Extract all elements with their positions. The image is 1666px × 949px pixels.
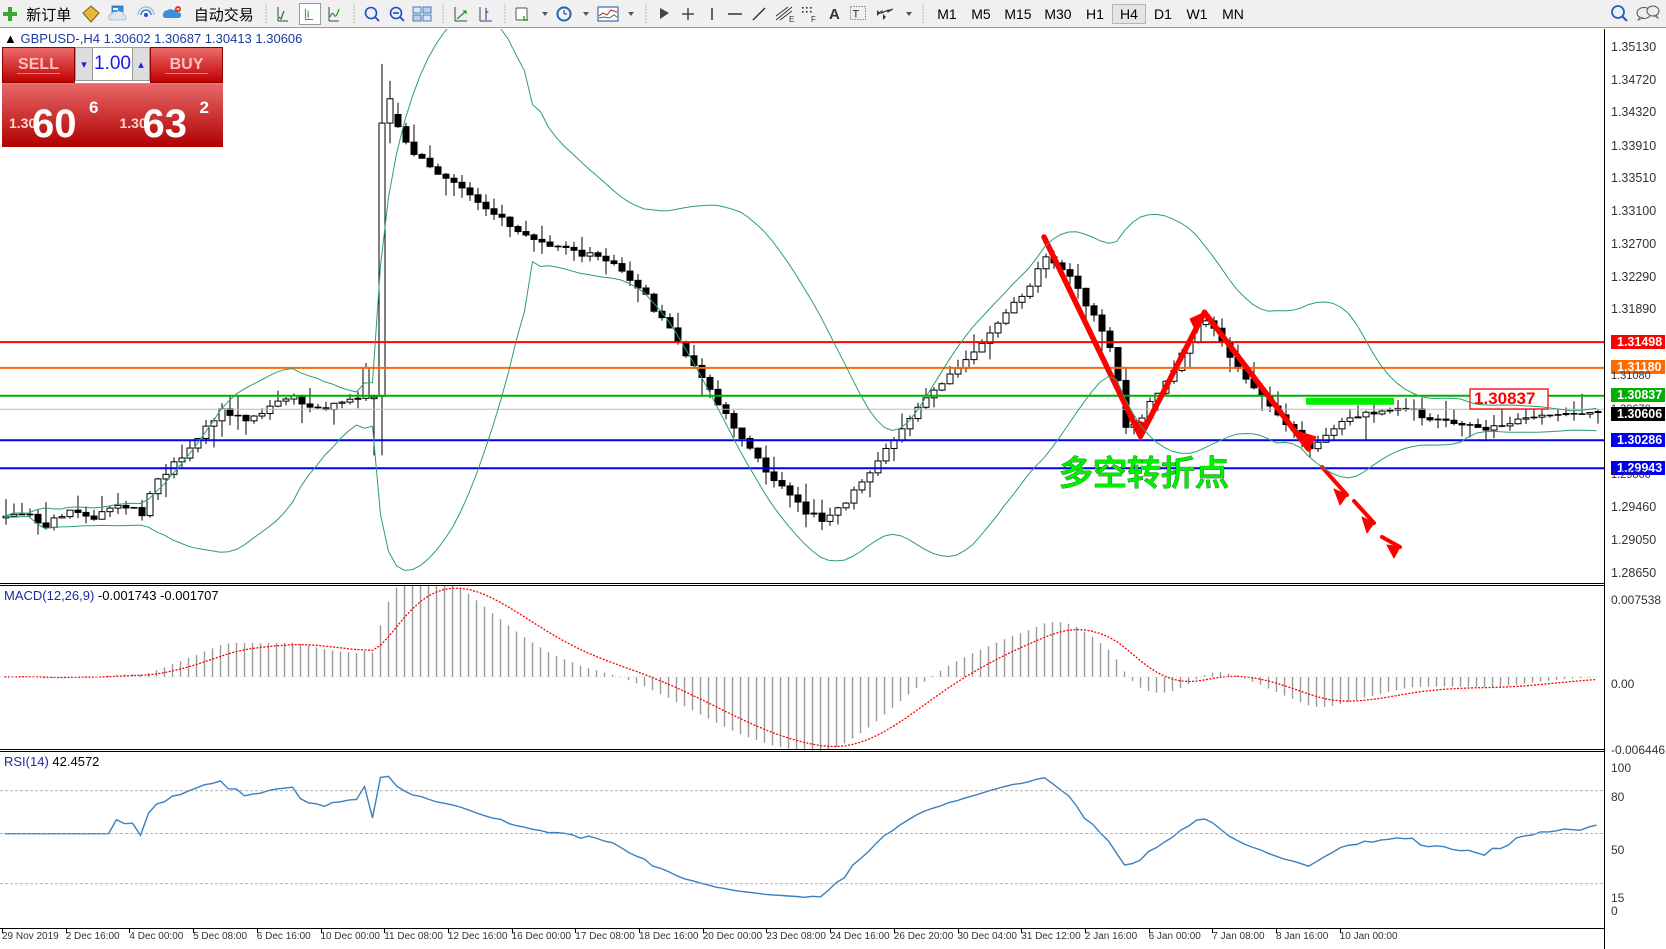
svg-text:多空转折点: 多空转折点 [1059, 455, 1229, 493]
svg-text:A: A [829, 6, 840, 23]
svg-text:E: E [789, 15, 794, 23]
svg-text:F: F [811, 15, 816, 23]
svg-text:T: T [853, 9, 860, 21]
